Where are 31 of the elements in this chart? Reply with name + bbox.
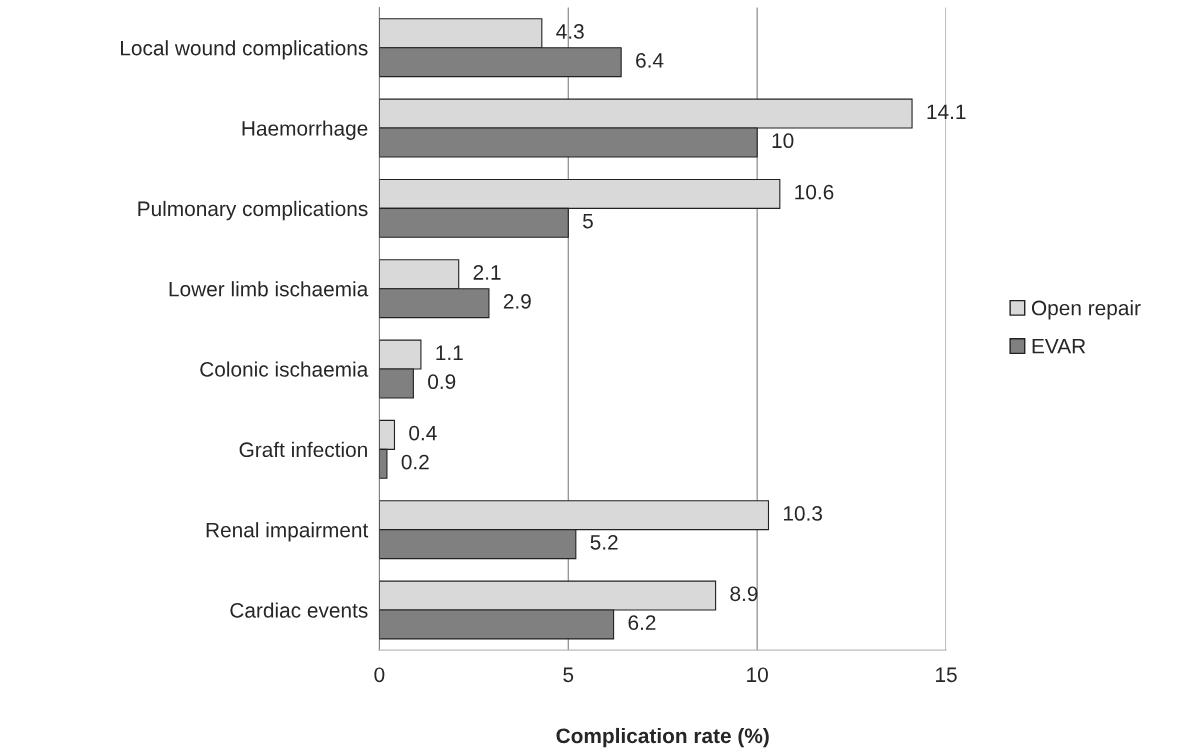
y-tick-label: Lower limb ischaemia	[169, 281, 369, 297]
data-label: 2.9	[503, 294, 531, 309]
data-label: 0.9	[428, 374, 456, 390]
y-tick-label: Local wound complications	[121, 40, 368, 60]
y-tick-label: Graft infection	[239, 441, 367, 458]
y-tick-label: Colonic ischaemia	[200, 361, 369, 377]
data-label: 10	[772, 133, 794, 149]
x-tick-label: 0	[374, 667, 385, 683]
data-label: 10.6	[795, 184, 834, 200]
y-tick-label: Haemorrhage	[242, 120, 368, 140]
data-label: 0.2	[401, 454, 429, 470]
y-tick-label: Cardiac events	[230, 602, 368, 618]
data-label: 6.2	[628, 615, 656, 631]
data-label: 5	[582, 213, 593, 229]
legend-label: Open repair	[1031, 300, 1141, 320]
legend-label: EVAR	[1032, 339, 1086, 354]
data-label: 2.1	[473, 265, 501, 280]
x-tick-label: 5	[563, 667, 574, 683]
data-label: 14.1	[927, 104, 966, 119]
data-label: 1.1	[436, 345, 463, 360]
y-tick-label: Renal impairment	[206, 522, 369, 542]
data-label: 5.2	[590, 534, 618, 550]
y-tick-label: Pulmonary complications	[138, 200, 368, 221]
data-label: 4.3	[556, 24, 584, 39]
data-label: 8.9	[730, 586, 758, 602]
data-label: 6.4	[636, 53, 664, 68]
x-axis-title: Complication rate (%)	[556, 727, 769, 748]
x-tick-label: 15	[936, 667, 957, 683]
data-label: 0.4	[409, 425, 437, 441]
x-tick-label: 10	[747, 667, 768, 683]
data-label: 10.3	[783, 506, 823, 521]
